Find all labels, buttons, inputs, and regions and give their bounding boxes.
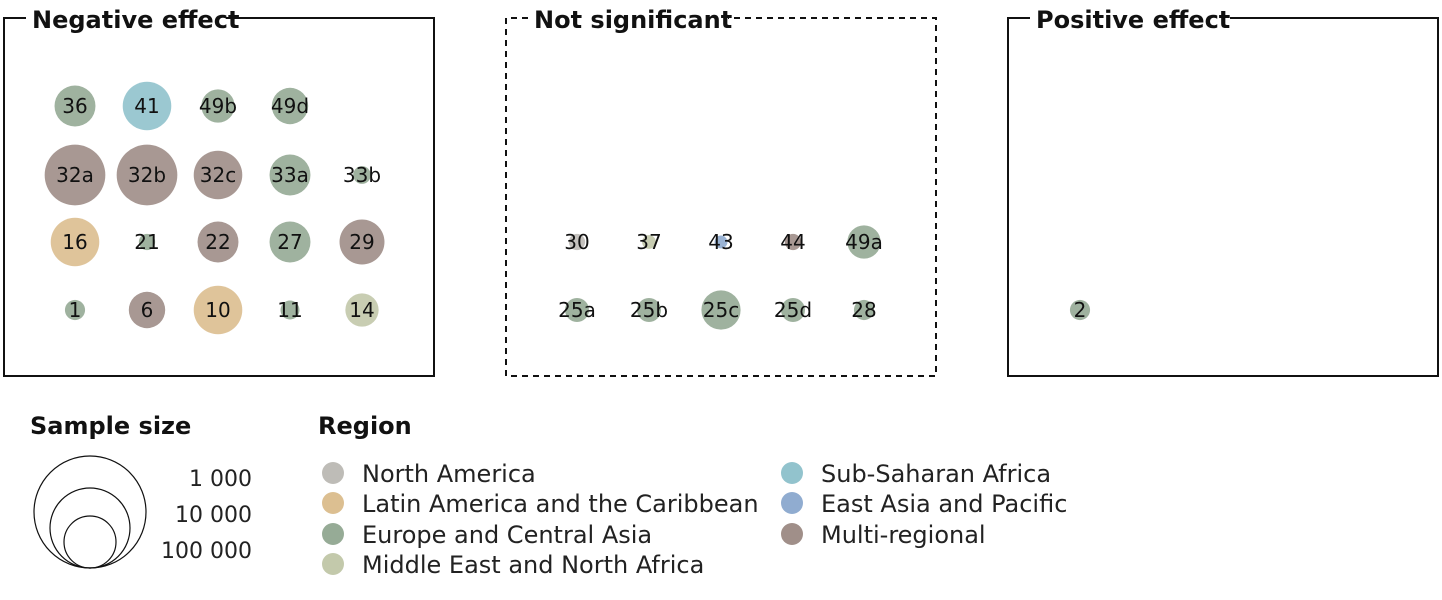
bubble-49d [271, 87, 309, 125]
panel-title-not_significant: Not significant [534, 6, 732, 34]
bubble-25b [637, 298, 661, 322]
bubble-label-21: 21 [134, 230, 159, 254]
bubble-label-30: 30 [564, 230, 589, 254]
bubble-1 [64, 299, 86, 321]
bubble-25a [565, 298, 589, 322]
bubble-49a [847, 225, 881, 259]
bubble-label-25a: 25a [558, 298, 596, 322]
bubble-label-1: 1 [69, 298, 82, 322]
legend-label-europe_central_asia: Europe and Central Asia [362, 521, 652, 549]
legend-swatch-eap [781, 492, 803, 514]
bubble-33b [353, 166, 371, 184]
bubble-25d [781, 298, 805, 322]
bubble-label-16: 16 [62, 230, 87, 254]
legend-swatch-north_america [322, 462, 344, 484]
bubble-32a [44, 144, 106, 206]
legend-label-multi: Multi-regional [821, 521, 986, 549]
bubble-label-10: 10 [205, 298, 230, 322]
bubble-21 [138, 233, 156, 251]
bubble-label-25d: 25d [774, 298, 812, 322]
panel-frame-negative [3, 17, 435, 377]
bubble-37 [642, 235, 656, 249]
bubble-label-36: 36 [62, 94, 87, 118]
bubble-label-41: 41 [134, 94, 159, 118]
bubble-32b [116, 144, 178, 206]
legend-swatch-ssa [781, 462, 803, 484]
bubble-label-32b: 32b [128, 163, 166, 187]
bubble-label-29: 29 [349, 230, 374, 254]
bubble-30 [568, 233, 586, 251]
size-label-10000: 10 000 [175, 503, 252, 528]
legend-label-eap: East Asia and Pacific [821, 490, 1067, 518]
size-circle-100000 [33, 455, 147, 569]
bubble-33a [269, 154, 311, 196]
bubble-49b [201, 89, 235, 123]
bubble-label-28: 28 [851, 298, 876, 322]
panel-title-positive: Positive effect [1036, 6, 1230, 34]
bubble-label-33b: 33b [343, 163, 381, 187]
bubble-6 [128, 291, 166, 329]
bubble-label-49b: 49b [199, 94, 237, 118]
bubble-2 [1069, 299, 1091, 321]
legend-label-latin_america: Latin America and the Caribbean [362, 490, 759, 518]
bubble-label-25b: 25b [630, 298, 668, 322]
bubble-44 [784, 233, 802, 251]
legend-label-ssa: Sub-Saharan Africa [821, 460, 1051, 488]
size-label-1000: 1 000 [189, 467, 252, 492]
bubble-label-22: 22 [205, 230, 230, 254]
bubble-label-32a: 32a [56, 163, 94, 187]
legend-swatch-multi [781, 523, 803, 545]
bubble-25c [701, 290, 741, 330]
bubble-11 [280, 300, 300, 320]
bubble-27 [269, 221, 311, 263]
bubble-29 [339, 219, 385, 265]
region-title: Region [318, 412, 412, 440]
size-circle-10000 [49, 487, 131, 569]
panel-frame-not_significant [505, 17, 937, 377]
legend-label-mena: Middle East and North Africa [362, 551, 704, 579]
bubble-43 [714, 235, 728, 249]
bubble-label-44: 44 [780, 230, 805, 254]
bubble-14 [345, 293, 379, 327]
bubble-label-49d: 49d [271, 94, 309, 118]
panel-frame-positive [1007, 17, 1439, 377]
sample-size-title: Sample size [30, 412, 191, 440]
bubble-label-32c: 32c [200, 163, 236, 187]
bubble-28 [853, 299, 875, 321]
bubble-32c [193, 150, 243, 200]
bubble-label-25c: 25c [703, 298, 739, 322]
size-label-100000: 100 000 [161, 539, 252, 564]
size-circle-1000 [63, 515, 117, 569]
legend-swatch-europe_central_asia [322, 523, 344, 545]
panel-title-negative: Negative effect [32, 6, 239, 34]
bubble-label-6: 6 [141, 298, 154, 322]
bubble-label-11: 11 [277, 298, 302, 322]
bubble-label-33a: 33a [271, 163, 309, 187]
bubble-10 [193, 285, 243, 335]
bubble-label-2: 2 [1074, 298, 1087, 322]
bubble-41 [122, 81, 172, 131]
bubble-label-49a: 49a [845, 230, 883, 254]
legend-swatch-latin_america [322, 492, 344, 514]
legend-swatch-mena [322, 553, 344, 575]
bubble-label-43: 43 [708, 230, 733, 254]
bubble-label-37: 37 [636, 230, 661, 254]
bubble-36 [54, 85, 96, 127]
bubble-16 [50, 217, 100, 267]
legend-label-north_america: North America [362, 460, 536, 488]
bubble-22 [197, 221, 239, 263]
bubble-label-14: 14 [349, 298, 374, 322]
bubble-label-27: 27 [277, 230, 302, 254]
